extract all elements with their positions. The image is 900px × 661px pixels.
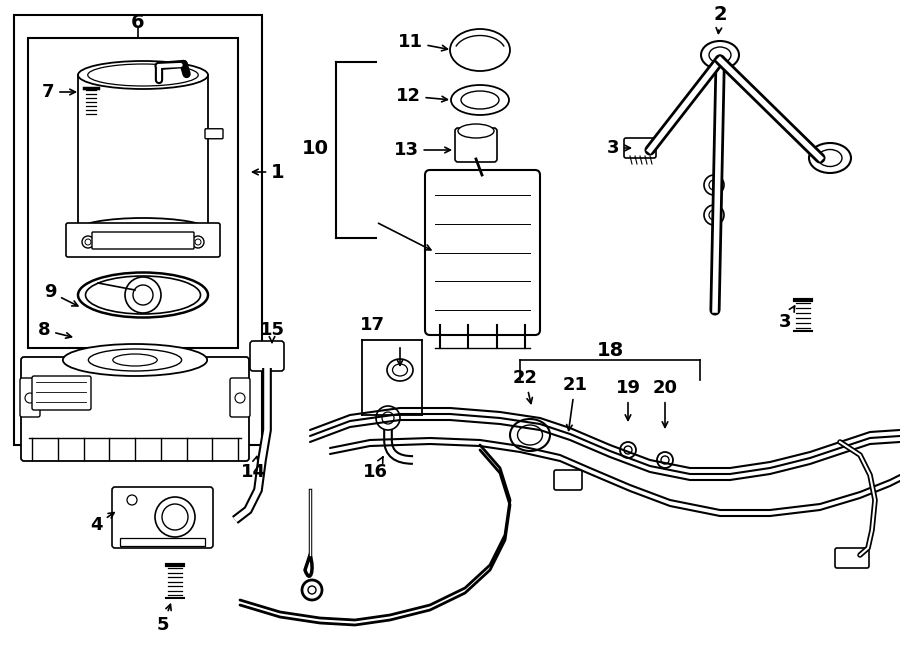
- Text: 3: 3: [778, 306, 795, 331]
- Ellipse shape: [701, 41, 739, 69]
- Circle shape: [82, 236, 94, 248]
- Text: 20: 20: [652, 379, 678, 428]
- Text: 5: 5: [157, 604, 171, 634]
- Ellipse shape: [78, 272, 208, 317]
- Circle shape: [624, 446, 632, 454]
- FancyBboxPatch shape: [92, 232, 194, 249]
- Text: 11: 11: [398, 33, 447, 51]
- Text: 8: 8: [38, 321, 71, 339]
- Circle shape: [302, 580, 322, 600]
- Ellipse shape: [518, 425, 543, 445]
- Ellipse shape: [162, 504, 188, 530]
- Text: 18: 18: [597, 340, 624, 360]
- Ellipse shape: [112, 354, 158, 366]
- Ellipse shape: [78, 61, 208, 89]
- FancyBboxPatch shape: [32, 376, 91, 410]
- Ellipse shape: [387, 359, 413, 381]
- Circle shape: [235, 393, 245, 403]
- Circle shape: [133, 285, 153, 305]
- Circle shape: [704, 175, 724, 195]
- Ellipse shape: [510, 419, 550, 451]
- Text: 2: 2: [713, 5, 727, 33]
- Circle shape: [127, 495, 137, 505]
- Text: 17: 17: [359, 316, 384, 334]
- Text: 10: 10: [302, 139, 328, 157]
- FancyBboxPatch shape: [230, 378, 250, 417]
- Ellipse shape: [451, 85, 509, 115]
- Ellipse shape: [392, 364, 408, 376]
- Text: 13: 13: [393, 141, 450, 159]
- Bar: [28, 38, 238, 348]
- FancyBboxPatch shape: [250, 341, 284, 371]
- Circle shape: [382, 412, 394, 424]
- Text: 21: 21: [562, 376, 588, 430]
- Circle shape: [657, 452, 673, 468]
- FancyBboxPatch shape: [21, 357, 249, 461]
- Text: 3: 3: [607, 139, 630, 157]
- FancyBboxPatch shape: [20, 378, 40, 417]
- Ellipse shape: [88, 64, 198, 86]
- Ellipse shape: [86, 276, 201, 314]
- Ellipse shape: [88, 349, 182, 371]
- Text: 12: 12: [395, 87, 447, 105]
- Circle shape: [709, 210, 719, 220]
- Circle shape: [85, 239, 91, 245]
- Ellipse shape: [709, 47, 731, 63]
- FancyBboxPatch shape: [112, 487, 213, 548]
- Ellipse shape: [818, 149, 842, 167]
- Bar: [14, 15, 262, 445]
- Ellipse shape: [63, 344, 207, 376]
- Ellipse shape: [155, 497, 195, 537]
- Text: 6: 6: [131, 13, 145, 32]
- Text: 19: 19: [616, 379, 641, 420]
- FancyBboxPatch shape: [455, 128, 497, 162]
- Ellipse shape: [458, 124, 494, 138]
- Circle shape: [376, 406, 400, 430]
- Circle shape: [195, 239, 201, 245]
- Bar: [120, 538, 205, 546]
- Circle shape: [661, 456, 669, 464]
- Ellipse shape: [809, 143, 851, 173]
- Ellipse shape: [78, 218, 208, 242]
- Text: 4: 4: [90, 513, 114, 534]
- Circle shape: [704, 205, 724, 225]
- FancyBboxPatch shape: [624, 138, 656, 158]
- FancyBboxPatch shape: [66, 223, 220, 257]
- Ellipse shape: [461, 91, 499, 109]
- Circle shape: [25, 393, 35, 403]
- Circle shape: [125, 277, 161, 313]
- Circle shape: [709, 180, 719, 190]
- FancyBboxPatch shape: [835, 548, 869, 568]
- FancyBboxPatch shape: [425, 170, 540, 335]
- FancyBboxPatch shape: [554, 470, 582, 490]
- Text: 14: 14: [240, 456, 266, 481]
- Text: 7: 7: [41, 83, 76, 101]
- Text: 9: 9: [44, 283, 77, 306]
- Text: 22: 22: [512, 369, 537, 403]
- Circle shape: [192, 236, 204, 248]
- Text: 15: 15: [259, 321, 284, 342]
- Bar: [78, 75, 208, 230]
- Circle shape: [620, 442, 636, 458]
- Text: 16: 16: [363, 457, 388, 481]
- FancyBboxPatch shape: [205, 129, 223, 139]
- Text: 1: 1: [253, 163, 284, 182]
- Circle shape: [308, 586, 316, 594]
- Ellipse shape: [450, 29, 510, 71]
